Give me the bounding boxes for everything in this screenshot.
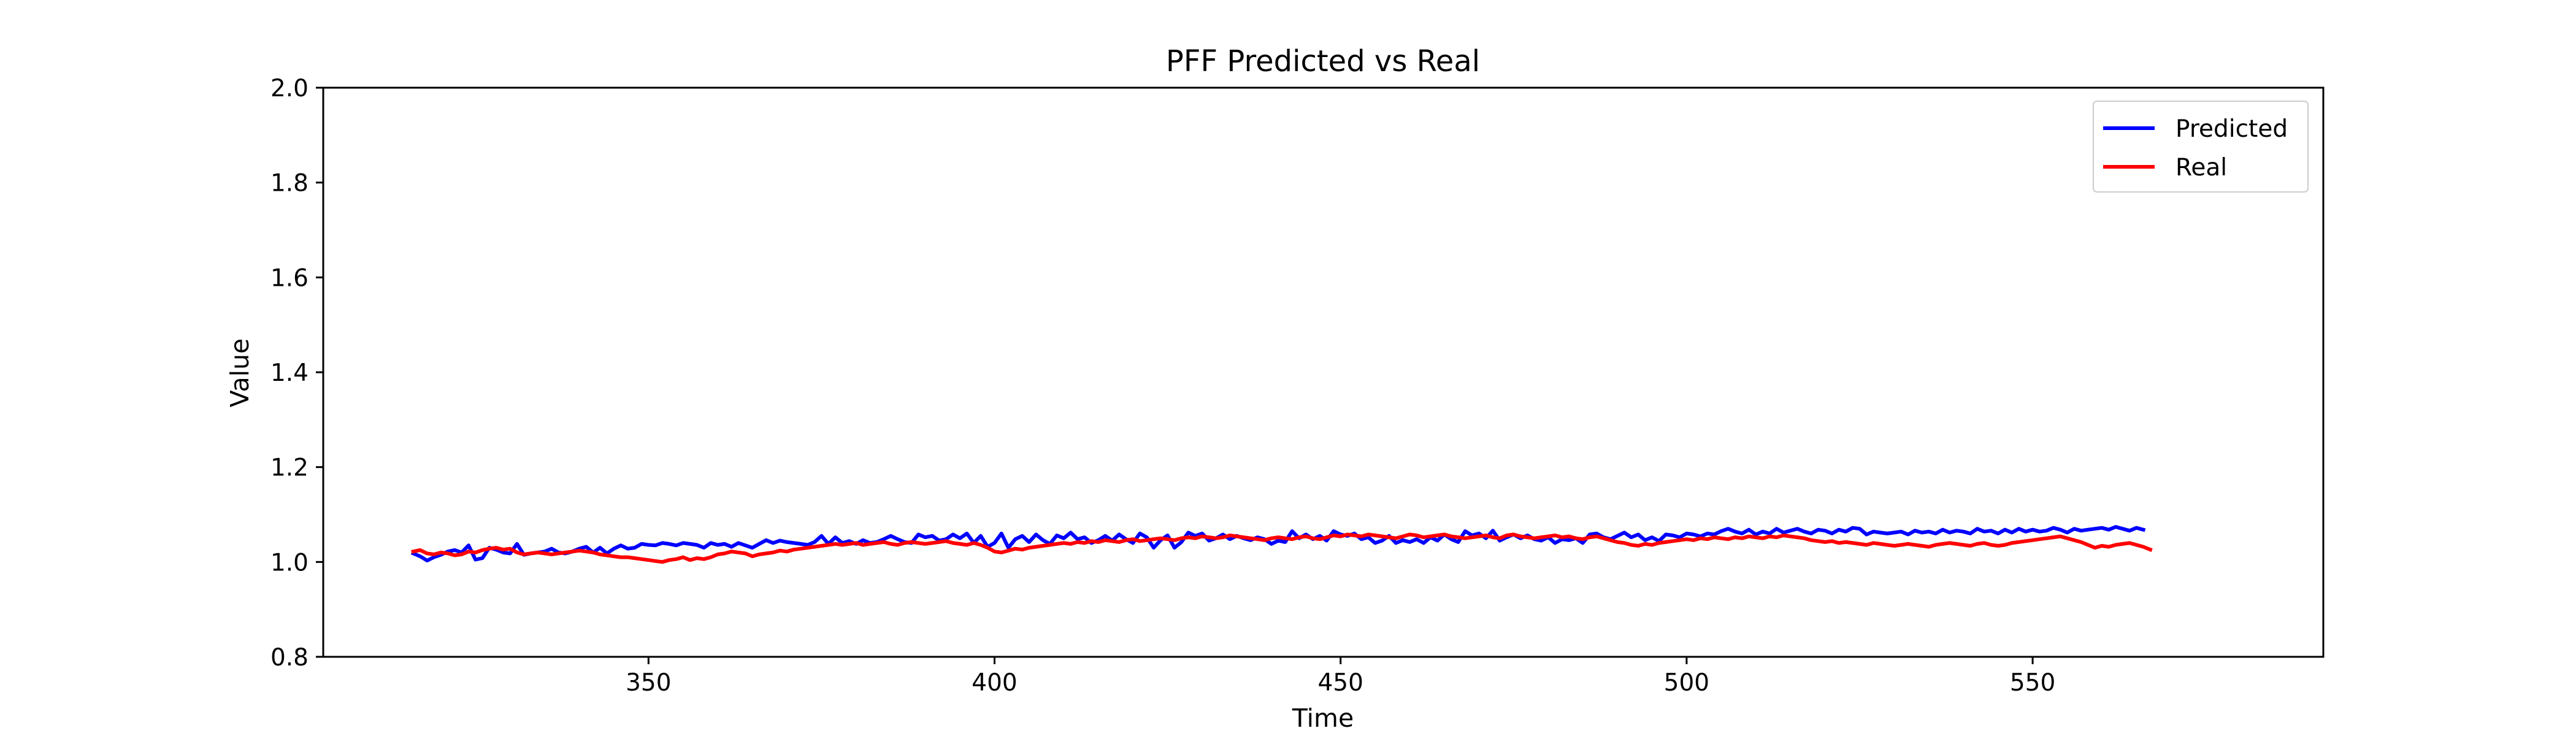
plot-frame: [322, 86, 2325, 658]
y-tick-label: 1.8: [270, 170, 309, 197]
series-line-real: [411, 532, 2153, 564]
legend: Predicted Real: [2093, 101, 2309, 193]
x-tick-label: 550: [2010, 669, 2055, 697]
y-tick-label: 0.8: [270, 644, 309, 672]
x-tick-label: 500: [1664, 669, 1709, 697]
series-line-predicted: [410, 525, 2146, 562]
x-tick-label: 350: [626, 669, 671, 697]
y-tick-label: 1.0: [270, 549, 309, 576]
x-axis-label: Time: [1292, 703, 1354, 733]
legend-label-predicted: Predicted: [2175, 115, 2288, 143]
y-tick-label: 2.0: [270, 75, 309, 102]
y-tick-label: 1.4: [270, 359, 309, 387]
y-axis-label: Value: [225, 339, 255, 408]
chart-title: PFF Predicted vs Real: [1166, 44, 1480, 78]
legend-box: [2093, 101, 2309, 193]
y-tick-label: 1.2: [270, 454, 309, 482]
x-tick-label: 450: [1317, 669, 1363, 697]
y-tick-label: 1.6: [270, 264, 309, 292]
legend-label-real: Real: [2175, 154, 2227, 182]
x-tick-label: 400: [972, 669, 1017, 697]
